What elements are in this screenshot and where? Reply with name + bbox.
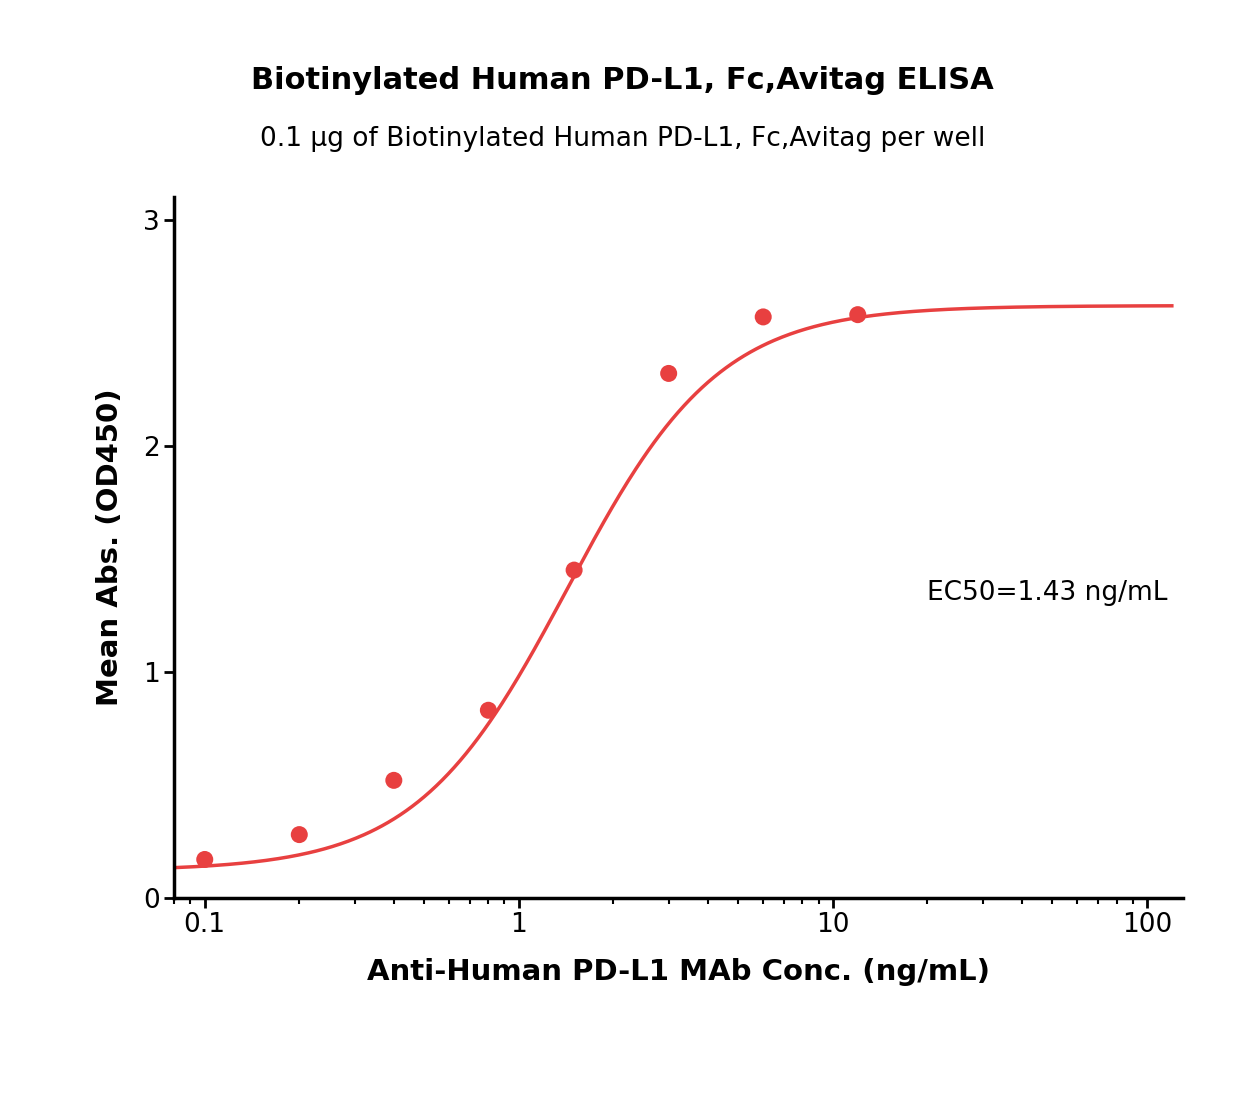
Point (564, 562, 584, 579)
Text: EC50=1.43 ng/mL: EC50=1.43 ng/mL (928, 579, 1168, 606)
X-axis label: Anti-Human PD-L1 MAb Conc. (ng/mL): Anti-Human PD-L1 MAb Conc. (ng/mL) (367, 958, 990, 986)
Y-axis label: Mean Abs. (OD450): Mean Abs. (OD450) (96, 389, 123, 706)
Point (753, 308, 773, 325)
Point (848, 306, 868, 323)
Text: 0.1 μg of Biotinylated Human PD-L1, Fc,Avitag per well: 0.1 μg of Biotinylated Human PD-L1, Fc,A… (260, 126, 985, 152)
Point (289, 826, 309, 843)
Point (194, 851, 214, 868)
Point (478, 702, 498, 719)
Text: Biotinylated Human PD-L1, Fc,Avitag ELISA: Biotinylated Human PD-L1, Fc,Avitag ELIS… (251, 66, 994, 94)
Point (383, 772, 403, 789)
Point (659, 365, 679, 382)
